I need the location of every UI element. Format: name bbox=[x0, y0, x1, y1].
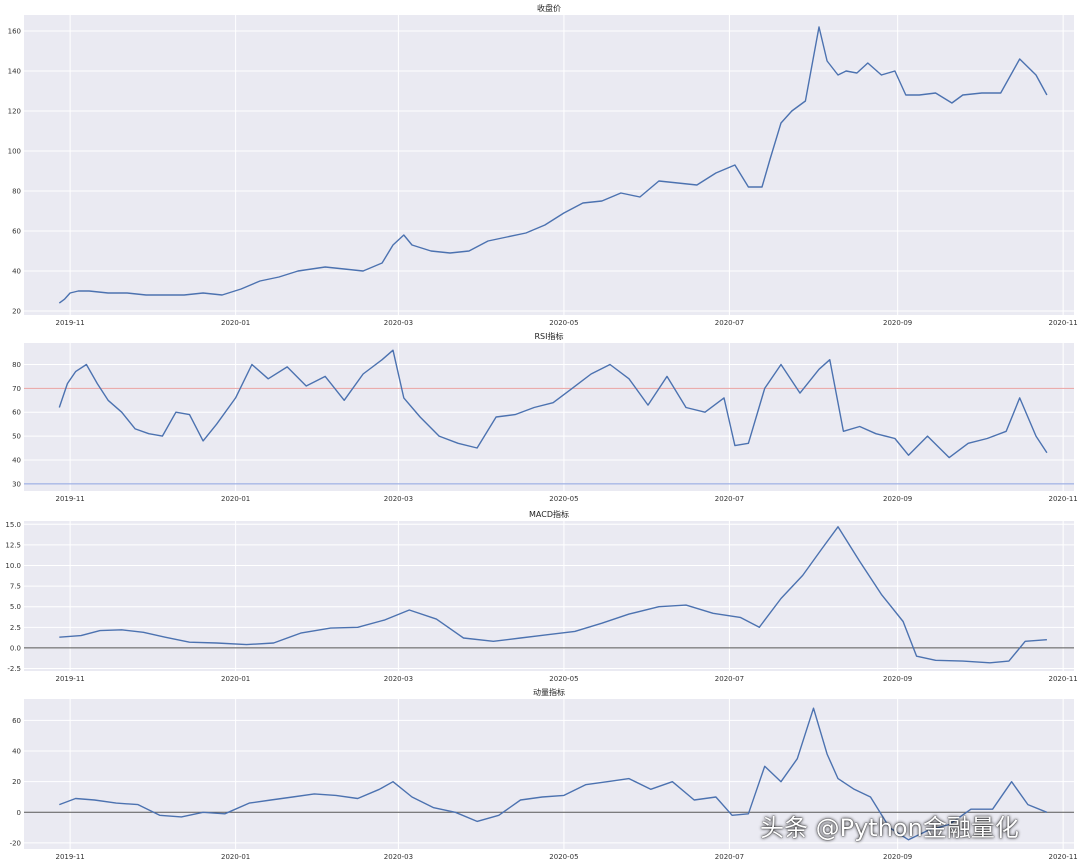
y-tick-label: 20 bbox=[12, 778, 21, 786]
y-tick-label: 20 bbox=[12, 308, 21, 316]
y-tick-label: 70 bbox=[12, 385, 21, 393]
chart-panel-3: MACD指标 -2.5 0.0 2.5 5.0 7.5 10.0 12.5 15.0 2019-1… bbox=[5, 509, 1077, 683]
series-line bbox=[59, 526, 1047, 664]
x-tick-label: 2020-09 bbox=[883, 319, 912, 327]
series-line bbox=[59, 707, 1048, 841]
x-tick-label: 2020-07 bbox=[715, 495, 744, 503]
y-tick-label: 15.0 bbox=[5, 521, 21, 529]
y-tick-label: 60 bbox=[12, 717, 21, 725]
x-tick-label: 2020-11 bbox=[1049, 319, 1078, 327]
y-tick-label: 10.0 bbox=[5, 562, 21, 570]
x-tick-label: 2020-01 bbox=[221, 675, 250, 683]
x-tick-label: 2020-05 bbox=[549, 675, 578, 683]
y-tick-label: 40 bbox=[12, 748, 21, 756]
plot-area bbox=[24, 15, 1074, 315]
y-tick-label: 140 bbox=[8, 68, 21, 76]
x-tick-label: 2020-03 bbox=[384, 675, 413, 683]
y-tick-label: -2.5 bbox=[7, 665, 21, 673]
x-tick-label: 2020-11 bbox=[1049, 853, 1078, 861]
x-tick-label: 2020-07 bbox=[715, 675, 744, 683]
x-tick-label: 2020-01 bbox=[221, 853, 250, 861]
x-tick-label: 2020-11 bbox=[1049, 675, 1078, 683]
y-tick-label: -20 bbox=[10, 839, 21, 847]
y-tick-label: 40 bbox=[12, 456, 21, 464]
x-tick-label: 2020-05 bbox=[549, 319, 578, 327]
chart-panel-2: RSI指标 30 40 50 60 70 80 2019-11 2020-01 2020-03 20… bbox=[12, 331, 1078, 503]
x-tick-label: 2020-01 bbox=[221, 495, 250, 503]
chart-title: RSI指标 bbox=[535, 331, 564, 341]
y-tick-label: 120 bbox=[8, 108, 21, 116]
x-tick-label: 2019-11 bbox=[55, 853, 84, 861]
y-tick-label: 60 bbox=[12, 409, 21, 417]
y-tick-label: 100 bbox=[8, 148, 21, 156]
y-tick-label: 12.5 bbox=[5, 541, 21, 549]
x-tick-label: 2019-11 bbox=[55, 675, 84, 683]
plot-area bbox=[24, 343, 1074, 491]
y-tick-label: 30 bbox=[12, 480, 21, 488]
y-tick-label: 0 bbox=[17, 809, 21, 817]
x-tick-label: 2020-05 bbox=[549, 495, 578, 503]
chart-title: 收盘价 bbox=[537, 3, 561, 13]
x-tick-label: 2020-07 bbox=[715, 319, 744, 327]
y-tick-label: 2.5 bbox=[10, 624, 21, 632]
x-tick-label: 2020-03 bbox=[384, 495, 413, 503]
x-tick-label: 2020-09 bbox=[883, 853, 912, 861]
series-line bbox=[58, 349, 1048, 459]
chart-panel-1: 收盘价 20 40 60 80 100 120 140 160 2019-11 2020-01 202… bbox=[8, 3, 1078, 327]
x-tick-label: 2020-07 bbox=[715, 853, 744, 861]
x-tick-label: 2020-09 bbox=[883, 495, 912, 503]
watermark-text: 头条 @Python金融量化 bbox=[760, 814, 1019, 842]
chart-panel-4: 动量指标 -20 0 20 40 60 2019-11 2020-01 2020-03 2020-… bbox=[10, 687, 1078, 861]
chart-title: 动量指标 bbox=[533, 687, 565, 697]
y-tick-label: 160 bbox=[8, 28, 21, 36]
y-tick-label: 80 bbox=[12, 361, 21, 369]
y-tick-label: 60 bbox=[12, 228, 21, 236]
y-tick-label: 50 bbox=[12, 433, 21, 441]
series-line bbox=[58, 26, 1048, 304]
x-tick-label: 2020-03 bbox=[384, 319, 413, 327]
x-tick-label: 2020-09 bbox=[883, 675, 912, 683]
y-tick-label: 5.0 bbox=[10, 603, 21, 611]
x-tick-label: 2019-11 bbox=[55, 319, 84, 327]
x-tick-label: 2020-05 bbox=[549, 853, 578, 861]
x-tick-label: 2020-11 bbox=[1049, 495, 1078, 503]
x-tick-label: 2019-11 bbox=[55, 495, 84, 503]
y-tick-label: 80 bbox=[12, 188, 21, 196]
chart-title: MACD指标 bbox=[529, 509, 569, 519]
x-tick-label: 2020-03 bbox=[384, 853, 413, 861]
plot-area bbox=[24, 699, 1074, 849]
y-tick-label: 0.0 bbox=[10, 644, 21, 652]
y-tick-label: 40 bbox=[12, 268, 21, 276]
x-tick-label: 2020-01 bbox=[221, 319, 250, 327]
plot-area bbox=[24, 521, 1074, 671]
y-tick-label: 7.5 bbox=[10, 583, 21, 591]
